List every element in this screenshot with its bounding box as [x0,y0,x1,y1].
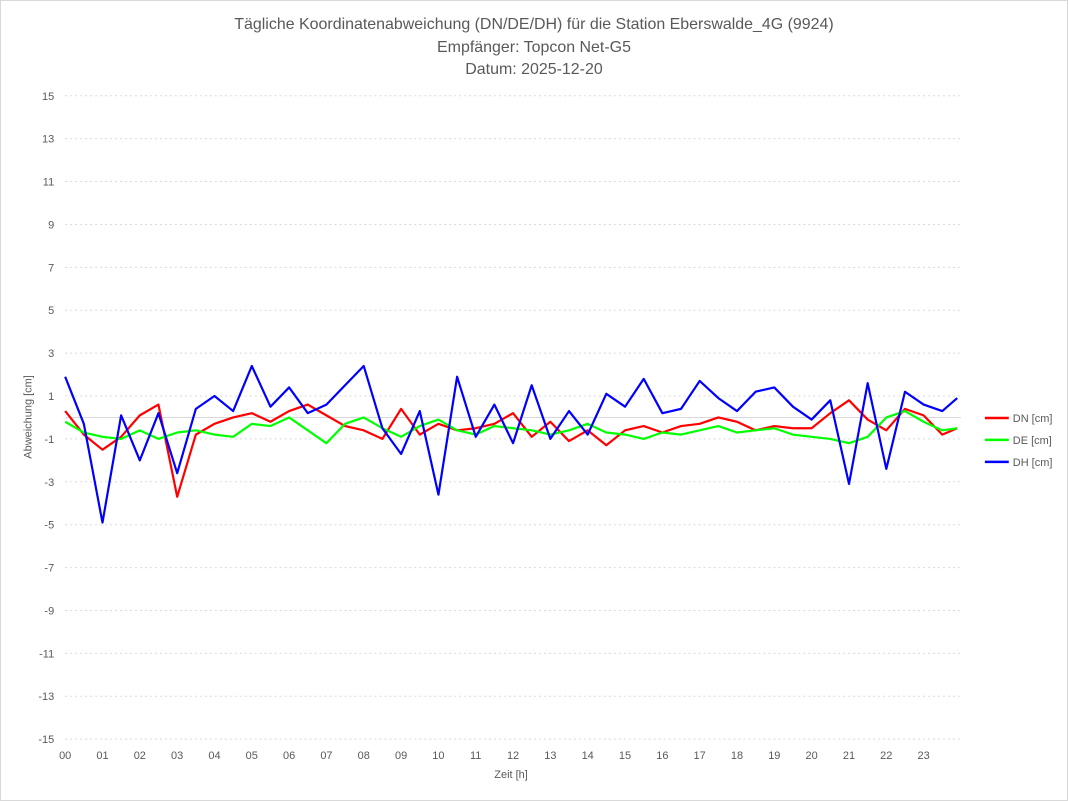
x-tick-label: 15 [619,750,631,762]
x-tick-label: 18 [731,750,743,762]
chart-title: Tägliche Koordinatenabweichung (DN/DE/DH… [234,16,833,78]
series-line-dn [64,399,958,498]
x-tick-label: 09 [395,750,407,762]
y-tick-label: 15 [42,91,54,103]
x-tick-label: 06 [283,750,295,762]
legend-label: DN [cm] [1013,413,1053,425]
x-tick-label: 08 [358,750,370,762]
series-line-de [64,409,958,445]
y-tick-label: 3 [48,348,54,360]
x-tick-label: 19 [768,750,780,762]
x-tick-label: 00 [59,750,71,762]
y-tick-label: -11 [39,648,54,660]
legend: DN [cm] DE [cm] DH [cm] [984,413,1053,469]
y-tick-label: -1 [44,434,54,446]
x-tick-label: 16 [656,750,668,762]
y-tick-label: -3 [44,477,54,489]
x-tick-label: 02 [134,750,146,762]
chart-title-line-1: Tägliche Koordinatenabweichung (DN/DE/DH… [234,16,833,33]
y-axis-title: Abweichung [cm] [22,375,34,459]
y-tick-label: 13 [42,134,54,146]
legend-label: DE [cm] [1013,435,1052,447]
x-tick-label: 23 [918,750,930,762]
x-tick-label: 04 [208,750,220,762]
y-tick-label: -15 [38,734,54,746]
x-tick-label: 17 [694,750,706,762]
plot-series [64,364,958,524]
y-tick-label: -9 [44,605,54,617]
y-tick-label: -13 [38,691,54,703]
x-axis-title: Zeit [h] [494,769,528,781]
x-tick-label: 12 [507,750,519,762]
x-tick-label: 13 [544,750,556,762]
x-tick-label: 21 [843,750,855,762]
y-tick-label: -7 [44,563,54,575]
chart-title-line-3: Datum: 2025-12-20 [465,61,603,78]
chart-title-line-2: Empfänger: Topcon Net-G5 [437,39,631,56]
x-tick-label: 14 [582,750,594,762]
x-axis-ticks: 00 01 02 03 04 05 06 07 08 09 10 11 12 13 14 15 16 17 18 19… [59,750,930,762]
x-tick-label: 11 [470,750,481,762]
legend-label: DH [cm] [1013,457,1053,469]
x-tick-label: 10 [432,750,444,762]
x-tick-label: 20 [806,750,818,762]
y-tick-label: 9 [48,219,54,231]
y-tick-label: 1 [48,391,54,403]
gridlines [65,95,961,740]
y-tick-label: 5 [48,305,54,317]
y-tick-label: -5 [44,520,54,532]
series-line-dh [64,364,958,524]
y-tick-label: 11 [43,177,54,189]
x-tick-label: 22 [880,750,892,762]
x-tick-label: 01 [96,750,108,762]
x-tick-label: 03 [171,750,183,762]
y-tick-label: 7 [48,262,54,274]
x-tick-label: 07 [320,750,332,762]
x-tick-label: 05 [246,750,258,762]
y-axis-ticks: 15 13 11 9 7 5 3 1 -1 -3 -5 -7 -9 -11 -13 -15 [38,91,54,746]
